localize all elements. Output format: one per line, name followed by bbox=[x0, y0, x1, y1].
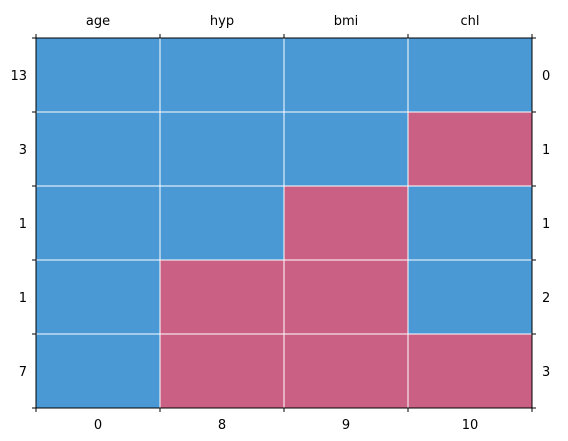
right-missing-total-labels: 0 1 1 2 3 bbox=[542, 69, 550, 380]
heatmap-cell bbox=[408, 112, 532, 186]
row-missing-total-label: 1 bbox=[542, 143, 550, 158]
heatmap-cell bbox=[408, 260, 532, 334]
heatmap-cell bbox=[36, 38, 160, 112]
row-missing-total-label: 3 bbox=[542, 365, 550, 380]
heatmap-cell bbox=[284, 260, 408, 334]
missing-count-label: 10 bbox=[462, 418, 479, 433]
heatmap-cell bbox=[160, 334, 284, 408]
axis-ticks bbox=[32, 34, 536, 412]
heatmap-cells bbox=[36, 38, 532, 408]
row-missing-total-label: 2 bbox=[542, 291, 550, 306]
heatmap-cell bbox=[160, 112, 284, 186]
column-label: hyp bbox=[210, 14, 234, 29]
heatmap-cell bbox=[36, 186, 160, 260]
heatmap-cell bbox=[36, 334, 160, 408]
heatmap-cell bbox=[160, 38, 284, 112]
missing-count-label: 0 bbox=[94, 418, 102, 433]
heatmap-cell bbox=[36, 260, 160, 334]
heatmap-cell bbox=[160, 260, 284, 334]
left-row-count-labels: 13 3 1 1 7 bbox=[10, 69, 27, 380]
heatmap-cell bbox=[284, 334, 408, 408]
bottom-missing-count-labels: 0 8 9 10 bbox=[94, 418, 478, 433]
row-count-label: 7 bbox=[19, 365, 27, 380]
heatmap-cell bbox=[284, 112, 408, 186]
heatmap-cell bbox=[408, 186, 532, 260]
row-count-label: 1 bbox=[19, 217, 27, 232]
heatmap-cell bbox=[284, 186, 408, 260]
heatmap-cell bbox=[284, 38, 408, 112]
heatmap-cell bbox=[36, 112, 160, 186]
column-label: bmi bbox=[334, 14, 359, 29]
row-count-label: 1 bbox=[19, 291, 27, 306]
row-missing-total-label: 1 bbox=[542, 217, 550, 232]
heatmap-cell bbox=[408, 38, 532, 112]
top-column-labels: age hyp bmi chl bbox=[86, 14, 480, 29]
missing-count-label: 9 bbox=[342, 418, 350, 433]
missing-count-label: 8 bbox=[218, 418, 226, 433]
column-label: chl bbox=[461, 14, 480, 29]
grid-lines bbox=[36, 38, 532, 408]
column-label: age bbox=[86, 14, 110, 29]
row-missing-total-label: 0 bbox=[542, 69, 550, 84]
row-count-label: 13 bbox=[10, 69, 27, 84]
row-count-label: 3 bbox=[19, 143, 27, 158]
heatmap-cell bbox=[160, 186, 284, 260]
heatmap-cell bbox=[408, 334, 532, 408]
